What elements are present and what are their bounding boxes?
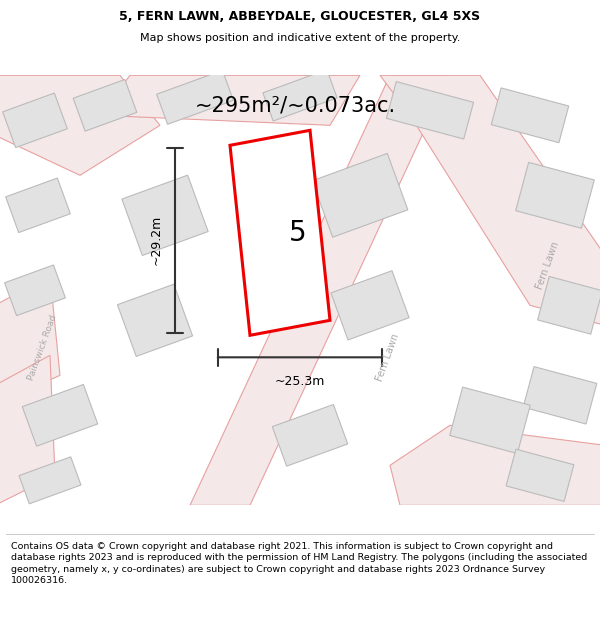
Text: ~295m²/~0.073ac.: ~295m²/~0.073ac.: [194, 95, 395, 115]
Text: Fern Lawn: Fern Lawn: [535, 240, 561, 291]
Text: ~29.2m: ~29.2m: [150, 215, 163, 266]
Text: 5, FERN LAWN, ABBEYDALE, GLOUCESTER, GL4 5XS: 5, FERN LAWN, ABBEYDALE, GLOUCESTER, GL4…: [119, 9, 481, 22]
Polygon shape: [0, 275, 60, 405]
Polygon shape: [19, 457, 81, 504]
Polygon shape: [380, 75, 600, 325]
Polygon shape: [0, 75, 160, 175]
Polygon shape: [331, 271, 409, 340]
Polygon shape: [272, 404, 348, 466]
Polygon shape: [523, 367, 597, 424]
Polygon shape: [2, 93, 67, 148]
Polygon shape: [190, 75, 450, 505]
Polygon shape: [122, 175, 208, 256]
Polygon shape: [118, 284, 193, 356]
Text: 5: 5: [289, 219, 307, 247]
Polygon shape: [515, 162, 595, 228]
Text: Contains OS data © Crown copyright and database right 2021. This information is : Contains OS data © Crown copyright and d…: [11, 542, 587, 585]
Polygon shape: [263, 69, 337, 121]
Polygon shape: [100, 75, 360, 125]
Polygon shape: [5, 265, 65, 316]
Polygon shape: [230, 130, 330, 335]
Polygon shape: [312, 154, 408, 237]
Polygon shape: [157, 70, 233, 124]
Polygon shape: [538, 276, 600, 334]
Polygon shape: [22, 384, 98, 446]
Polygon shape: [491, 88, 569, 142]
Text: ~25.3m: ~25.3m: [275, 375, 325, 388]
Polygon shape: [5, 178, 70, 232]
Polygon shape: [386, 82, 473, 139]
Text: Fern Lawn: Fern Lawn: [375, 332, 401, 382]
Text: Map shows position and indicative extent of the property.: Map shows position and indicative extent…: [140, 32, 460, 43]
Text: Painswick Road: Painswick Road: [26, 313, 58, 381]
Polygon shape: [506, 449, 574, 501]
Polygon shape: [0, 355, 55, 505]
Polygon shape: [73, 79, 137, 131]
Polygon shape: [390, 425, 600, 505]
Polygon shape: [450, 387, 530, 454]
